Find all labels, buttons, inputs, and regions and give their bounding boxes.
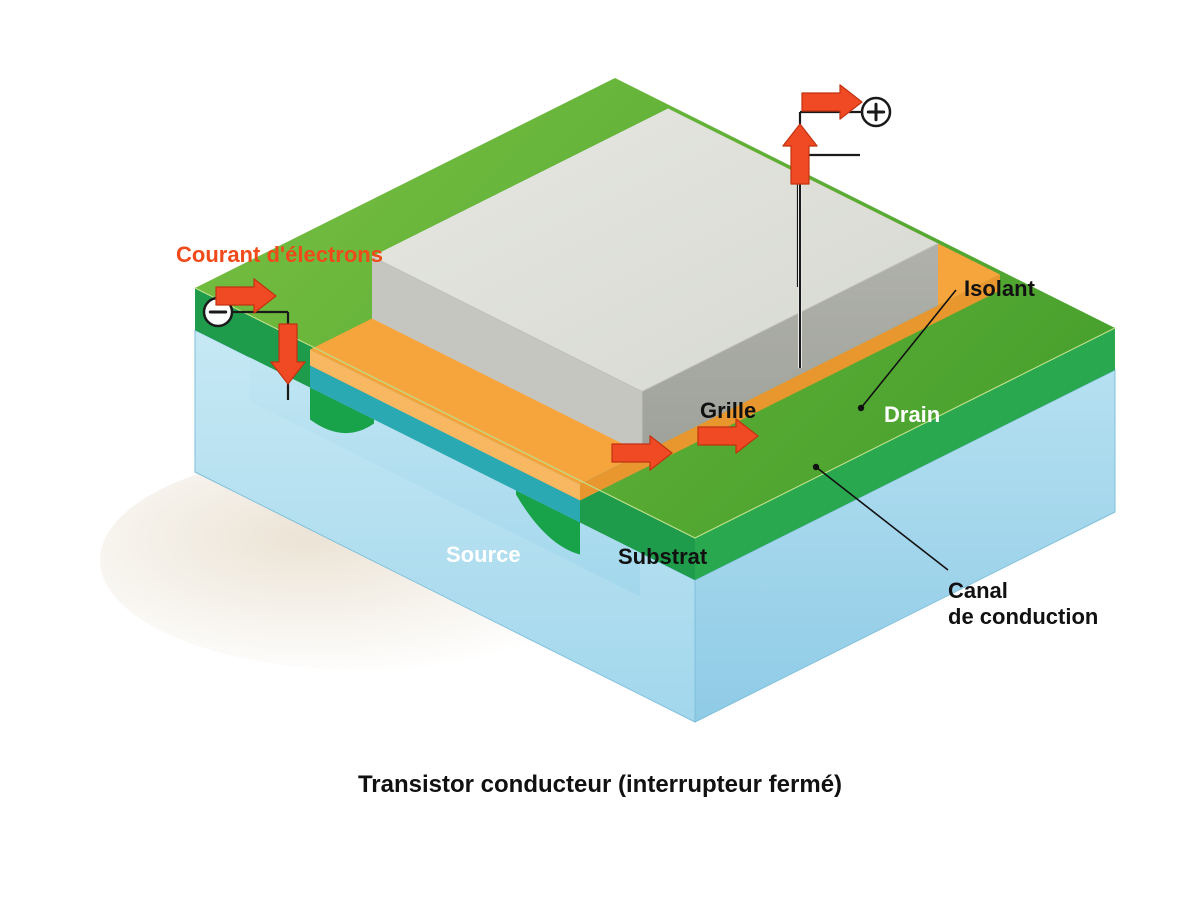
figure-title: Transistor conducteur (interrupteur ferm… — [358, 771, 842, 798]
electron_current-label: Courant d'électrons — [176, 242, 383, 267]
substrat-label: Substrat — [618, 544, 708, 569]
grille-label: Grille — [700, 398, 756, 423]
drain-label: Drain — [884, 402, 940, 427]
canal-label-1: Canal — [948, 578, 1008, 603]
isolant-label: Isolant — [964, 276, 1036, 301]
source-label: Source — [446, 542, 521, 567]
canal-label-2: de conduction — [948, 604, 1098, 629]
